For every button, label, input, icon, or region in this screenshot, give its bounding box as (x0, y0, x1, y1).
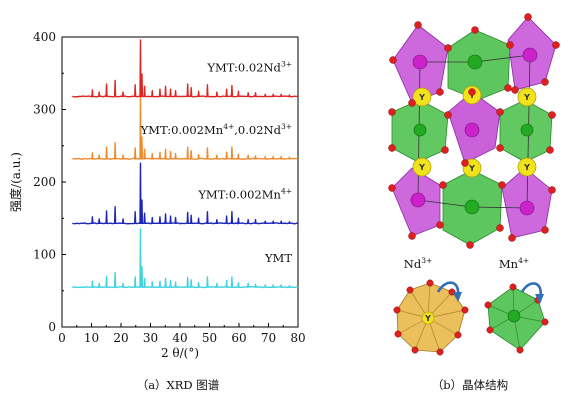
y-tick-label: 100 (33, 248, 56, 262)
series-label-3: YMT:0.02Nd3+ (206, 59, 292, 74)
y-atom: Y (517, 157, 537, 177)
x-axis: 0 10 20 30 40 50 60 70 80 (58, 323, 306, 345)
mn-atom (413, 123, 427, 137)
caption-right: （b）晶体结构 (432, 378, 508, 392)
legend-mn-label: Mn4+ (499, 256, 529, 271)
series-label-1: YMT:0.002Mn4+ (197, 186, 292, 201)
x-tick-label: 70 (261, 331, 276, 345)
x-tick-label: 80 (290, 331, 305, 345)
y-tick-label: 400 (33, 30, 56, 44)
x-tick-label: 40 (172, 331, 187, 345)
x-tick-label: 10 (84, 331, 99, 345)
ta-atom (464, 122, 480, 138)
series-labels: YMT YMT:0.002Mn4+ YMT:0.002Mn4+,0.02Nd3+ YM… (140, 59, 293, 265)
series-line-1 (72, 162, 299, 225)
series-layer (72, 39, 299, 289)
y-axis: 0 100 200 300 400 (33, 30, 66, 334)
caption-left: （a）XRD 图谱 (137, 378, 220, 392)
mn-atom (464, 199, 480, 215)
svg-text:Y: Y (523, 93, 530, 102)
y-atom: Y (517, 87, 537, 107)
series-label-2: YMT:0.002Mn4+,0.02Nd3+ (140, 122, 292, 137)
y-atom: Y (412, 157, 432, 177)
svg-text:Y: Y (523, 163, 530, 172)
series-line-3 (72, 39, 299, 98)
svg-text:Y: Y (468, 164, 475, 173)
x-tick-label: 50 (202, 331, 217, 345)
xrd-chart: 0 10 20 30 40 50 60 70 80 0 100 200 300 400 YMT YMT:0… (8, 30, 306, 392)
oxygen-atoms (388, 13, 560, 249)
y-axis-title: 强度/(a.u.) (8, 152, 23, 212)
plot-frame (61, 36, 299, 328)
ta-atom (410, 192, 426, 208)
crystal-structure: Y Y Y Y Y Y (388, 13, 560, 392)
ta-atom (522, 47, 538, 63)
series-line-2 (72, 96, 299, 160)
x-tick-label: 30 (143, 331, 158, 345)
svg-text:Y: Y (424, 314, 431, 323)
mn-atom (520, 123, 534, 137)
y-tick-label: 200 (33, 175, 56, 189)
x-tick-label: 20 (113, 331, 128, 345)
x-tick-label: 0 (58, 331, 66, 345)
series-label-0: YMT (264, 251, 292, 265)
mn-atom (467, 54, 483, 70)
svg-text:Y: Y (418, 163, 425, 172)
y-tick-label: 300 (33, 103, 56, 117)
series-line-0 (72, 228, 299, 289)
y-atom: Y (412, 87, 432, 107)
nd-polyhedron: Y (393, 279, 469, 356)
y-tick-label: 0 (48, 320, 56, 334)
mn-octahedron (484, 282, 549, 354)
ta-atom (412, 54, 428, 70)
x-tick-label: 60 (231, 331, 246, 345)
x-axis-title: 2 θ/(°) (161, 346, 199, 360)
ta-atom (519, 200, 535, 216)
svg-text:Y: Y (418, 93, 425, 102)
legend-nd-label: Nd3+ (404, 256, 433, 271)
